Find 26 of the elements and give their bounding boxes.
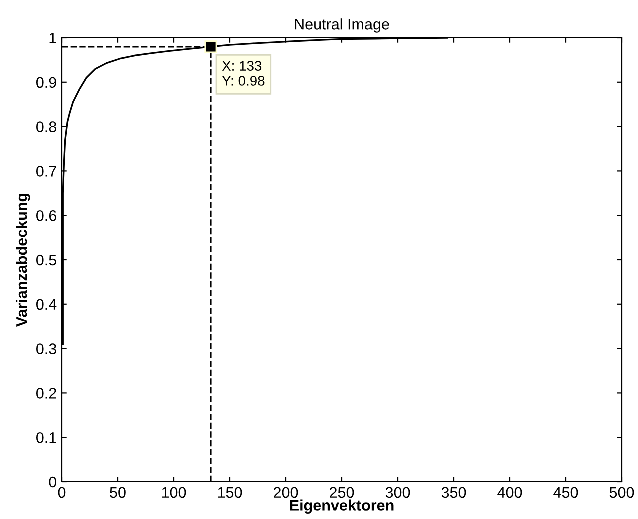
- annotation: X: 133 Y: 0.98: [222, 61, 265, 86]
- x-tick-label: 100: [162, 487, 186, 498]
- x-axis-title: Eigenvektoren: [290, 500, 394, 514]
- x-tick-label: 450: [554, 487, 578, 498]
- x-tick-label: 150: [218, 487, 242, 498]
- y-tick-label: 0.3: [36, 344, 56, 354]
- y-tick-label: 0.2: [36, 388, 56, 399]
- x-tick-label: 200: [274, 487, 298, 498]
- y-tick-label: 0.8: [36, 122, 56, 132]
- y-tick-label: 0: [49, 476, 57, 488]
- x-tick-label: 400: [498, 487, 522, 498]
- y-tick-label: 0.9: [36, 77, 56, 88]
- x-tick-label: 350: [442, 487, 466, 498]
- x-tick-label: 300: [386, 487, 410, 498]
- x-tick-label: 0: [58, 487, 66, 498]
- y-tick-label: 0.1: [36, 432, 56, 444]
- y-tick-label: 0.4: [36, 299, 57, 310]
- x-tick-label: 500: [610, 487, 634, 498]
- y-axis-title: Varianzabdeckung: [16, 194, 30, 327]
- chart-title: Neutral Image: [295, 18, 390, 33]
- y-tick-label: 0.7: [36, 166, 56, 177]
- y-tick-label: 1: [50, 33, 56, 44]
- x-tick-label: 50: [110, 487, 126, 498]
- y-tick-label: 0.6: [36, 210, 56, 222]
- y-tick-label: 0.5: [36, 254, 56, 266]
- x-tick-label: 250: [330, 487, 354, 498]
